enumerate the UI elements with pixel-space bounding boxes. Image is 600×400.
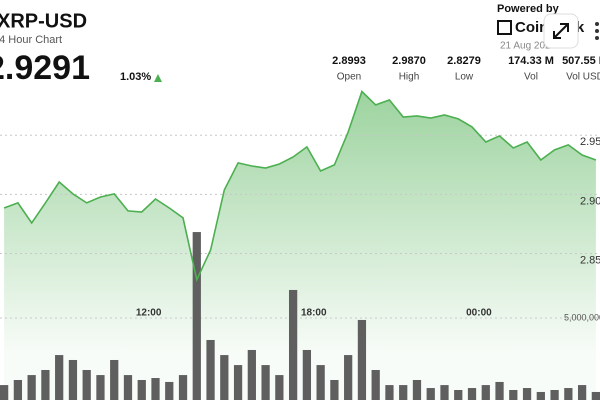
price: 2.9291 (0, 49, 90, 87)
volume-bar (151, 378, 160, 400)
y2-tick-label: 5,000,000 (564, 312, 600, 322)
volume-bar (96, 375, 105, 400)
powered-by: Powered by (497, 3, 560, 15)
dot (595, 22, 599, 26)
volume-bar (206, 339, 215, 400)
volume-bar (302, 349, 312, 400)
expand-icon (553, 23, 569, 39)
price-area (4, 91, 596, 400)
stat-label: High (399, 72, 420, 83)
menu[interactable] (595, 22, 599, 40)
volume-bar (426, 388, 435, 400)
expand-button[interactable] (543, 13, 579, 49)
stat-value: 174.33 M (508, 55, 554, 67)
volume-bar (440, 385, 449, 400)
dot (595, 29, 599, 33)
stat-value: 2.9870 (392, 55, 426, 67)
x-tick-label: 00:00 (466, 308, 492, 319)
volume-bar (220, 355, 229, 400)
volume-bar (41, 369, 50, 400)
volume-bar (110, 359, 119, 400)
volume-bar (522, 388, 532, 400)
y-tick-label: 2.95 (580, 136, 600, 148)
stat-value: 2.8993 (332, 55, 366, 67)
volume-bar (385, 385, 394, 400)
volume-bar (137, 379, 146, 400)
stat-label: Vol (524, 72, 538, 83)
volume-bar (550, 389, 559, 400)
volume-bar (316, 365, 325, 400)
volume-bar (344, 355, 353, 400)
change: 1.03% (120, 71, 151, 83)
volume-bar (330, 379, 339, 400)
volume-bar (123, 375, 133, 400)
stat-label: Low (455, 72, 474, 83)
volume-bar (165, 381, 174, 400)
x-tick-label: 12:00 (136, 308, 162, 319)
volume-bar (399, 385, 408, 400)
volume-bar (509, 389, 518, 400)
stat-value: 507.55 M (562, 55, 600, 67)
plot: 2.85 2.90 2.95 5,000,000 12:00 18:00 00:00 (0, 90, 600, 400)
volume-bar (0, 385, 9, 400)
x-tick-label: 18:00 (301, 308, 327, 319)
volume-bar (577, 385, 587, 400)
subtitle: 24 Hour Chart (0, 34, 62, 46)
brand-logo (497, 20, 512, 35)
stat-label: Vol USD (566, 72, 600, 83)
volume-bar (288, 289, 298, 400)
volume-bar (192, 232, 201, 400)
volume-bar (467, 388, 477, 400)
up-arrow (154, 74, 162, 82)
volume-bar (371, 369, 380, 400)
volume-bar (564, 388, 573, 400)
volume-bar (495, 381, 504, 400)
volume-bar (275, 375, 284, 400)
volume-bar (247, 349, 256, 400)
volume-bar (357, 319, 367, 400)
volume-bar (27, 375, 36, 400)
volume-bar (261, 365, 270, 400)
volume-bar (412, 379, 422, 400)
volume-bar (233, 365, 243, 400)
stats: 2.8993 Open 2.9870 High 2.8279 Low 174.33 M Vol… (332, 55, 600, 83)
volume-bar (55, 355, 64, 400)
volume-bar (68, 359, 78, 400)
stat-value: 2.8279 (447, 55, 481, 67)
volume-bar (536, 391, 545, 400)
volume-bar (591, 391, 600, 400)
title: XRP-USD (0, 10, 87, 32)
price-line (3, 90, 597, 283)
volume-bar (82, 369, 91, 400)
y-tick-label: 2.90 (580, 195, 600, 207)
volume-bar (454, 389, 463, 400)
volume-bar (178, 375, 188, 400)
dot (595, 36, 599, 40)
date: 21 Aug 2025 (500, 41, 557, 52)
y-tick-label: 2.85 (580, 254, 600, 266)
volume-bar (13, 379, 23, 400)
stat-label: Open (337, 72, 361, 83)
volume-bar (481, 385, 490, 400)
